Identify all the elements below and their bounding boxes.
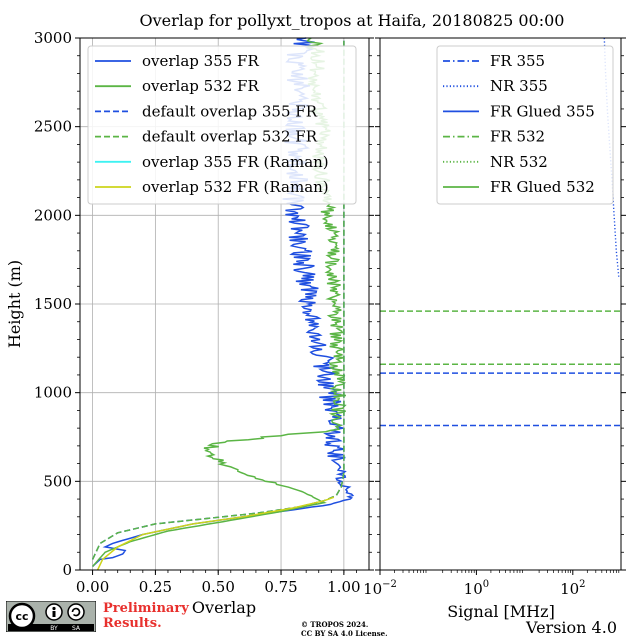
overlap-ticks: 0.00 0.25 0.50 0.75 1.00 0 500 1000 1500 2000 2500… <box>34 29 374 596</box>
signal-x-tick-label-1: 100 <box>464 579 489 598</box>
signal-axes: 10−2 100 102 Signal [MHz] FR 355 NR 355 FR G… <box>363 37 626 621</box>
svg-text:BY: BY <box>50 625 58 632</box>
x-tick-label-1: 0.25 <box>139 578 172 596</box>
preliminary-line-2: Results. <box>103 616 162 631</box>
signal-legend-label-fr-glued-355: FR Glued 355 <box>490 102 595 120</box>
copyright-line-1: © TROPOS 2024. <box>301 620 369 629</box>
series-line-overlap-532-fr-raman <box>96 496 335 571</box>
legend-label-default-overlap-355-fr: default overlap 355 FR <box>142 102 318 120</box>
legend-label-overlap-532-fr-raman: overlap 532 FR (Raman) <box>142 178 329 196</box>
y-tick-label-3: 1500 <box>34 295 72 313</box>
signal-legend: FR 355 NR 355 FR Glued 355 FR 532 NR 532 FR G… <box>436 45 614 205</box>
signal-legend-frame <box>436 45 614 205</box>
signal-legend-label-fr-glued-532: FR Glued 532 <box>490 178 595 196</box>
legend-label-overlap-355-fr: overlap 355 FR <box>142 52 259 70</box>
overlap-x-axis-label: Overlap <box>192 598 256 617</box>
svg-text:cc: cc <box>15 610 28 623</box>
x-tick-label-2: 0.50 <box>202 578 235 596</box>
legend-label-default-overlap-532-fr: default overlap 532 FR <box>142 128 318 146</box>
signal-x-axis-label: Signal [MHz] <box>447 602 555 621</box>
version-label: Version 4.0 <box>526 618 617 637</box>
x-tick-label-3: 0.75 <box>264 578 297 596</box>
chart-title: Overlap for pollyxt_tropos at Haifa, 201… <box>140 11 565 30</box>
legend-label-overlap-355-fr-raman: overlap 355 FR (Raman) <box>142 153 329 171</box>
overlap-legend: overlap 355 FR overlap 532 FR default over… <box>87 45 357 205</box>
x-tick-label-0: 0.00 <box>76 578 109 596</box>
y-tick-label-6: 3000 <box>34 29 72 47</box>
y-tick-label-1: 500 <box>43 472 72 490</box>
cc-by-sa-logo: cc BY SA <box>6 601 96 632</box>
y-tick-label-4: 2000 <box>34 206 72 224</box>
y-tick-label-2: 1000 <box>34 384 72 402</box>
legend-frame <box>87 45 357 205</box>
signal-legend-label-fr-355: FR 355 <box>490 52 545 70</box>
signal-x-tick-label-2: 102 <box>560 579 585 598</box>
preliminary-line-1: Preliminary <box>103 601 189 616</box>
signal-legend-label-fr-532: FR 532 <box>490 128 545 146</box>
copyright-note: © TROPOS 2024. CC BY SA 4.0 License. <box>301 620 388 638</box>
y-tick-label-5: 2500 <box>34 118 72 136</box>
signal-ticks: 10−2 100 102 <box>363 37 626 598</box>
signal-legend-label-nr-355: NR 355 <box>490 77 548 95</box>
preliminary-results-note: Preliminary Results. <box>103 601 189 631</box>
height-y-axis-label: Height (m) <box>5 260 24 348</box>
x-tick-label-4: 1.00 <box>327 578 360 596</box>
legend-label-overlap-532-fr: overlap 532 FR <box>142 77 259 95</box>
copyright-line-2: CC BY SA 4.0 License. <box>301 629 388 638</box>
svg-text:SA: SA <box>72 625 81 632</box>
signal-legend-label-nr-532: NR 532 <box>490 153 548 171</box>
overlap-axes: 0.00 0.25 0.50 0.75 1.00 0 500 1000 1500 2000 2500… <box>5 29 374 617</box>
signal-x-tick-label-0: 10−2 <box>363 579 397 598</box>
y-tick-label-0: 0 <box>62 561 72 579</box>
